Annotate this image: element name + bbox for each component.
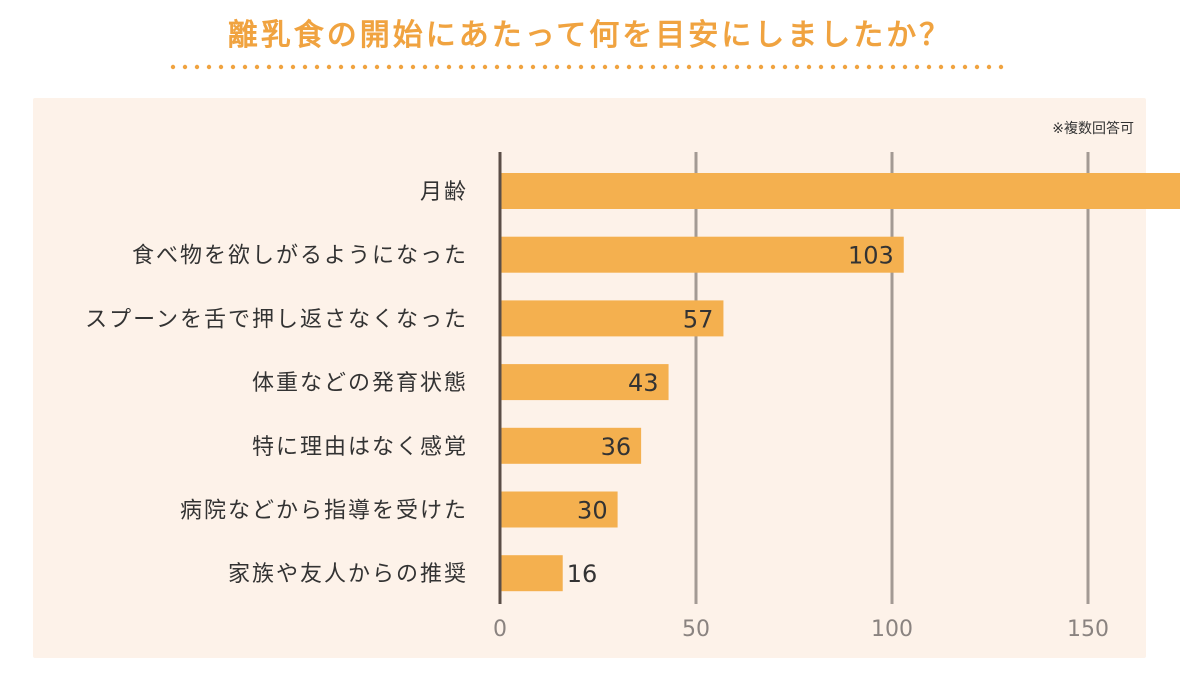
category-label: 家族や友人からの推奨: [228, 562, 468, 587]
bar: [500, 364, 669, 401]
data-label: 16: [567, 560, 598, 588]
x-tick-label: 100: [871, 617, 913, 642]
data-label: 36: [601, 433, 632, 461]
x-tick-label: 0: [493, 617, 507, 642]
data-label: 103: [848, 242, 894, 270]
category-label: 月齢: [420, 180, 468, 205]
bar: [500, 173, 1180, 209]
bar: [500, 236, 904, 273]
bar: [500, 427, 642, 464]
bar: [500, 491, 618, 528]
x-tick-label: 50: [682, 617, 710, 642]
data-label: 43: [628, 369, 659, 397]
category-label: 体重などの発育状態: [252, 371, 468, 396]
x-tick-label: 150: [1067, 617, 1109, 642]
bar: [500, 300, 724, 337]
data-label: 30: [577, 497, 608, 525]
data-label: 57: [683, 305, 714, 333]
category-label: 食べ物を欲しがるようになった: [132, 244, 468, 269]
category-label: 病院などから指導を受けた: [180, 499, 468, 524]
chart-title: 離乳食の開始にあたって何を目安にしましたか？: [227, 18, 953, 53]
category-label: 特に理由はなく感覚: [252, 435, 468, 460]
bar: [500, 555, 563, 592]
multiple-answer-note: ※複数回答可: [1052, 121, 1134, 137]
category-label: スプーンを舌で押し返さなくなった: [85, 307, 468, 332]
title-dotted-divider: [170, 64, 1004, 70]
